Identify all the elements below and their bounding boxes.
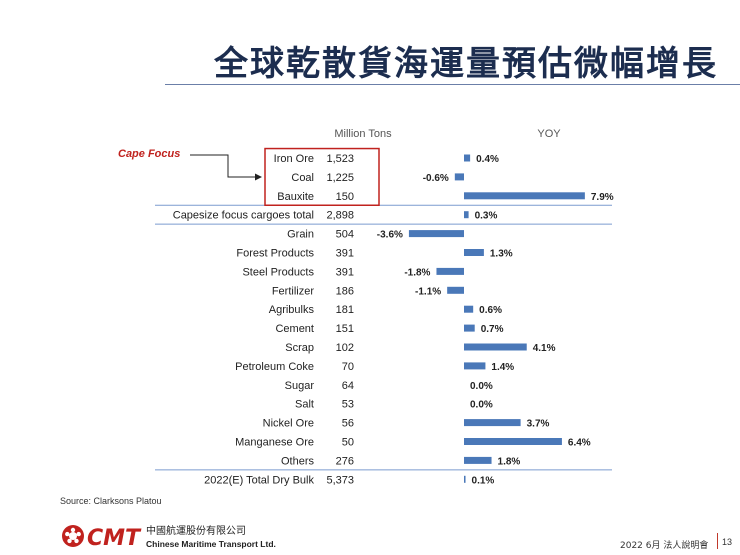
category-label: Bauxite: [277, 191, 314, 203]
tons-value: 102: [336, 342, 354, 354]
category-label: Manganese Ore: [235, 437, 314, 449]
company-logo: CMT 中國航運股份有限公司 Chinese Maritime Transpor…: [60, 522, 290, 551]
yoy-bar: [464, 475, 466, 483]
yoy-value-label: -1.1%: [415, 286, 441, 297]
cape-focus-highlight-box: [264, 147, 380, 207]
category-label: Nickel Ore: [263, 418, 314, 430]
tons-value: 2,898: [326, 210, 354, 222]
tons-value: 186: [336, 285, 354, 297]
category-label: Steel Products: [242, 266, 314, 278]
yoy-bar: [464, 211, 469, 219]
logo-name-en: Chinese Maritime Transport Ltd.: [146, 539, 276, 549]
yoy-value-label: 0.3%: [475, 211, 498, 222]
category-label: Scrap: [285, 342, 314, 354]
category-label: Sugar: [285, 380, 315, 392]
yoy-value-label: 1.4%: [491, 362, 514, 373]
tons-value: 391: [336, 248, 354, 260]
category-label: Others: [281, 455, 315, 467]
tons-value: 504: [336, 229, 354, 241]
footer-divider: [717, 533, 718, 549]
tons-value: 391: [336, 266, 354, 278]
yoy-bar: [464, 456, 492, 464]
yoy-bar: [464, 343, 527, 351]
dry-bulk-chart: Million Tons YOY Iron Ore 1,523 0.4% Coal 1,22…: [118, 128, 614, 486]
yoy-value-label: 4.1%: [533, 343, 556, 354]
category-label: Agribulks: [269, 304, 315, 316]
footer-text: 2022 6月 法人說明會: [620, 541, 709, 551]
tons-value: 64: [342, 380, 354, 392]
yoy-value-label: 6.4%: [568, 438, 591, 449]
yoy-value-label: -0.6%: [423, 173, 449, 184]
yoy-value-label: 0.0%: [470, 400, 493, 411]
yoy-value-label: 0.4%: [476, 154, 499, 165]
category-label: 2022(E) Total Dry Bulk: [204, 474, 314, 486]
category-label: Forest Products: [236, 248, 314, 260]
yoy-bar: [464, 324, 475, 332]
page-title: 全球乾散貨海運量預估微幅增長: [214, 44, 718, 84]
category-label: Capesize focus cargoes total: [173, 210, 314, 222]
arrow-head-icon: [255, 173, 262, 181]
annotation-connector: [190, 154, 256, 178]
tons-value: 1,523: [326, 153, 354, 165]
tons-value: 50: [342, 437, 354, 449]
category-label: Cement: [275, 323, 314, 335]
yoy-bar: [464, 154, 471, 162]
tons-value: 53: [342, 399, 354, 411]
tons-value: 56: [342, 418, 354, 430]
yoy-value-label: -1.8%: [404, 267, 430, 278]
cape-focus-annotation: Cape Focus: [118, 148, 180, 160]
yoy-bar: [408, 230, 464, 238]
yoy-bar: [464, 362, 486, 370]
yoy-bar: [464, 192, 585, 200]
title-divider: [165, 84, 740, 85]
logo-flower-icon: [62, 525, 84, 547]
yoy-value-label: 0.0%: [470, 381, 493, 392]
yoy-bar: [454, 173, 464, 181]
yoy-bar: [464, 419, 521, 427]
tons-value: 5,373: [326, 474, 354, 486]
logo-name-zh: 中國航運股份有限公司: [146, 524, 246, 537]
yoy-bar: [447, 286, 464, 294]
logo-brand: CMT: [87, 526, 142, 550]
source-note: Source: Clarksons Platou: [60, 496, 162, 506]
yoy-bar: [464, 249, 484, 256]
yoy-bar: [464, 305, 474, 313]
yoy-value-label: 3.7%: [527, 419, 550, 430]
tons-value: 151: [336, 323, 354, 335]
tons-value: 70: [342, 361, 354, 373]
page-number: 13: [722, 537, 733, 547]
yoy-bar: [436, 267, 464, 275]
yoy-value-label: 0.7%: [481, 324, 504, 335]
yoy-column-header: YOY: [537, 128, 561, 140]
category-label: Salt: [295, 399, 314, 411]
category-label: Coal: [291, 172, 314, 184]
yoy-value-label: 0.1%: [472, 475, 495, 486]
tons-value: 181: [336, 304, 354, 316]
tons-value: 1,225: [326, 172, 354, 184]
yoy-bar: [464, 438, 562, 445]
tons-value: 276: [336, 455, 354, 467]
yoy-value-label: 1.3%: [490, 249, 513, 260]
category-label: Grain: [287, 229, 314, 241]
category-label: Iron Ore: [274, 153, 314, 165]
tons-column-header: Million Tons: [334, 128, 392, 140]
category-label: Fertilizer: [272, 285, 315, 297]
tons-value: 150: [336, 191, 354, 203]
category-label: Petroleum Coke: [235, 361, 314, 373]
yoy-value-label: 7.9%: [591, 192, 614, 203]
yoy-value-label: 0.6%: [479, 305, 502, 316]
yoy-value-label: -3.6%: [377, 230, 403, 241]
yoy-value-label: 1.8%: [498, 456, 521, 467]
